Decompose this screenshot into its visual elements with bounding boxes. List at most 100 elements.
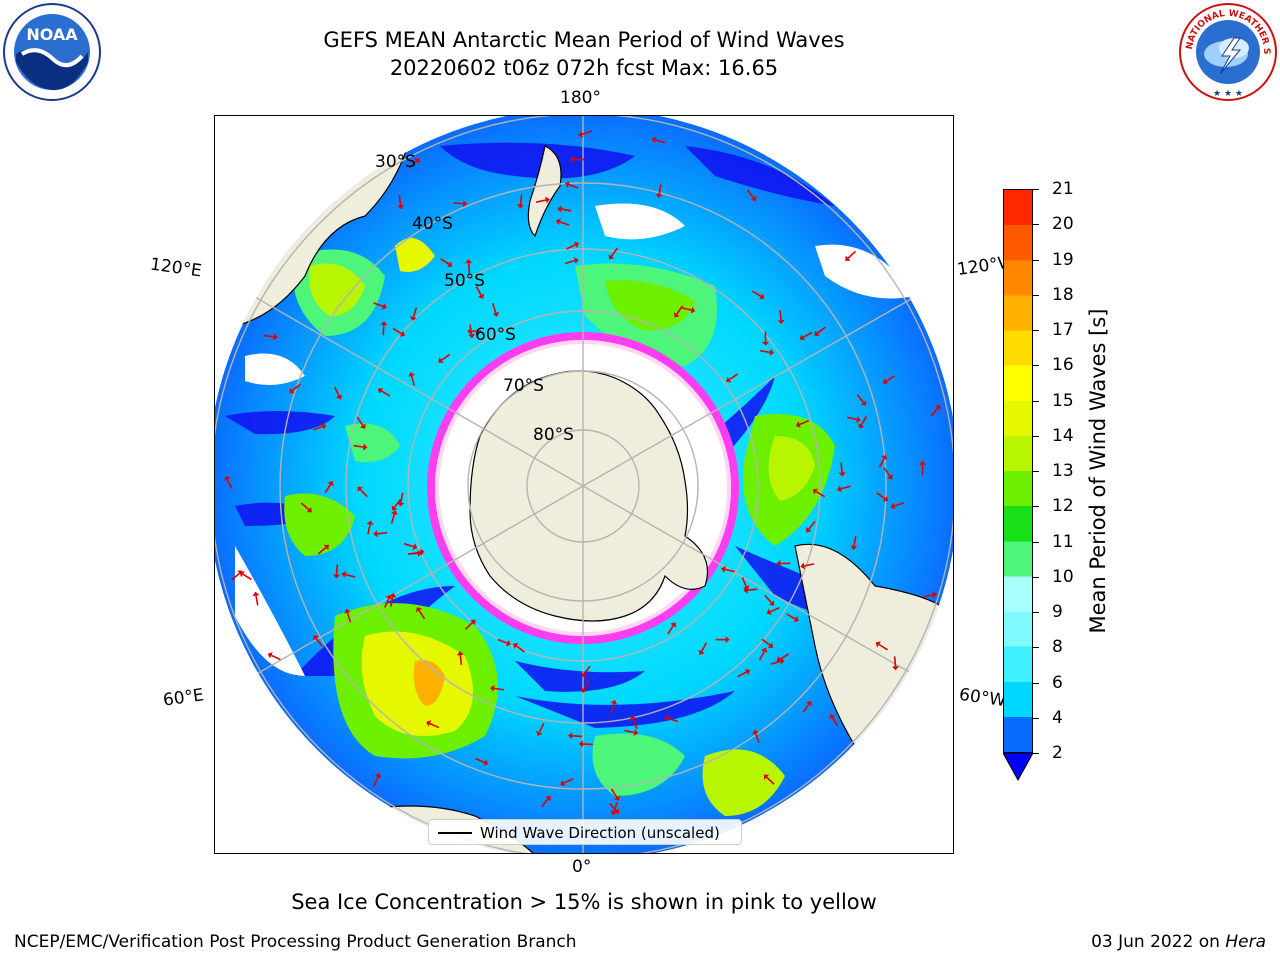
colorbar-tick-label: 10 <box>1052 566 1074 587</box>
wave-direction-arrowhead <box>397 501 405 507</box>
wave-direction-arrowhead <box>759 293 765 300</box>
wave-direction-arrowhead <box>881 454 888 461</box>
wave-direction-arrow <box>346 612 352 623</box>
legend-line-icon <box>438 832 472 834</box>
wave-direction-arrowhead <box>799 334 805 341</box>
colorbar-tick-mark <box>1033 753 1039 754</box>
sea-ice-note: Sea Ice Concentration > 15% is shown in … <box>291 890 877 914</box>
colorbar-tick-mark <box>1033 259 1039 261</box>
wave-direction-arrowhead <box>568 732 573 740</box>
producer-credit: NCEP/EMC/Verification Post Processing Pr… <box>14 932 577 952</box>
colorbar-tick-mark <box>1033 365 1039 367</box>
wave-direction-arrowhead <box>935 405 941 411</box>
wave-direction-arrow <box>418 610 426 620</box>
wave-direction-arrow <box>779 653 790 660</box>
graticule <box>215 116 953 853</box>
colorbar-tick-mark <box>1033 576 1039 578</box>
wave-direction-arrow <box>324 483 332 494</box>
wave-direction-arrow <box>410 551 421 555</box>
wave-direction-arrow <box>758 650 765 661</box>
wave-direction-arrow <box>566 244 576 250</box>
wave-direction-arrowhead <box>517 204 524 209</box>
wave-direction-arrow <box>779 310 782 321</box>
wave-direction-arrowhead <box>414 158 420 164</box>
colorbar <box>1003 189 1033 753</box>
wave-direction-arrowhead <box>381 303 387 310</box>
wave-direction-arrow <box>766 776 775 785</box>
noaa-logo: NOAA <box>3 3 101 101</box>
wave-direction-arrowhead <box>761 647 768 653</box>
wave-direction-arrow <box>610 703 615 714</box>
wave-direction-arrow <box>853 536 857 547</box>
colorbar-tick-label: 2 <box>1052 743 1063 763</box>
wave-direction-arrowhead <box>344 608 351 614</box>
colorbar-tick-label: 21 <box>1052 179 1074 199</box>
wave-direction-arrow <box>799 419 810 426</box>
polar-map: 30°S 40°S 50°S 60°S 70°S 80°S Wind Wave … <box>214 115 954 854</box>
wave-direction-arrowhead <box>744 668 751 676</box>
wave-direction-arrow <box>923 594 934 598</box>
wave-direction-arrowhead <box>768 600 775 606</box>
wave-direction-arrow <box>409 160 418 169</box>
lat-label-80s: 80°S <box>533 425 574 445</box>
wave-direction-arrowhead <box>564 181 570 188</box>
wave-direction-arrow <box>403 542 414 548</box>
wave-direction-arrowhead <box>777 319 785 325</box>
wave-direction-arrow <box>270 654 281 661</box>
wave-direction-arrowhead <box>373 530 378 538</box>
wave-direction-arrow <box>491 303 497 314</box>
lon-label-180: 180° <box>560 88 601 108</box>
wave-direction-arrow <box>571 734 583 738</box>
wave-direction-arrow <box>786 613 796 620</box>
colorbar-tick-label: 16 <box>1052 355 1074 376</box>
wave-direction-arrow <box>390 513 396 524</box>
wave-direction-arrow <box>831 716 839 727</box>
colorbar-tick-mark <box>1033 400 1039 402</box>
wave-direction-arrowhead <box>446 261 453 268</box>
wave-direction-arrow <box>384 597 390 608</box>
wave-direction-arrow <box>700 642 708 652</box>
colorbar-tick-label: 11 <box>1052 531 1074 552</box>
wave-direction-arrow <box>808 520 816 530</box>
wave-direction-arrow <box>893 656 897 667</box>
wave-direction-arrow <box>459 654 463 666</box>
wave-direction-arrow <box>632 719 638 730</box>
map-subtitle-run-info: 20220602 t06z 072h fcst Max: 16.65 <box>389 56 779 80</box>
colorbar-tick-label: 14 <box>1052 425 1074 446</box>
colorbar-tick-label: 18 <box>1052 284 1074 305</box>
wave-direction-arrowhead <box>573 257 579 265</box>
generation-date-text: 03 Jun 2022 on <box>1091 932 1226 952</box>
wave-direction-arrow <box>519 194 523 205</box>
wave-direction-arrowhead <box>725 636 730 644</box>
wave-direction-arrowhead <box>932 591 938 599</box>
wave-direction-arrow <box>802 331 813 339</box>
colorbar-tick-label: 4 <box>1052 707 1063 728</box>
wave-direction-arrowhead <box>462 200 468 208</box>
wave-direction-arrow <box>724 568 735 573</box>
wave-direction-arrow <box>610 788 618 798</box>
wave-direction-arrow <box>856 394 865 404</box>
wave-direction-arrow <box>561 208 572 212</box>
wave-direction-arrow <box>242 573 252 581</box>
wave-direction-arrow <box>802 703 810 713</box>
wave-direction-arrowhead <box>651 136 657 144</box>
wave-direction-arrowhead <box>806 527 812 533</box>
wave-direction-arrow <box>568 183 579 189</box>
wave-direction-arrow <box>400 492 404 503</box>
wave-direction-arrow <box>467 262 471 274</box>
polar-map-canvas <box>215 116 953 853</box>
wave-direction-arrow <box>754 733 760 744</box>
lat-label-60s: 60°S <box>475 325 516 345</box>
wave-direction-arrow <box>315 637 323 647</box>
wave-direction-arrowhead <box>252 591 260 597</box>
colorbar-tick-label: 19 <box>1052 249 1074 270</box>
wave-direction-arrowhead <box>766 608 772 615</box>
wave-direction-arrow <box>367 524 371 535</box>
wave-direction-arrow <box>231 572 240 581</box>
wave-direction-arrow <box>392 327 402 335</box>
wave-direction-arrowhead <box>806 701 812 707</box>
wave-direction-arrow <box>255 595 259 606</box>
wave-direction-arrow <box>860 415 868 426</box>
wave-direction-arrowhead <box>470 619 476 626</box>
wave-direction-arrowhead <box>795 421 801 428</box>
